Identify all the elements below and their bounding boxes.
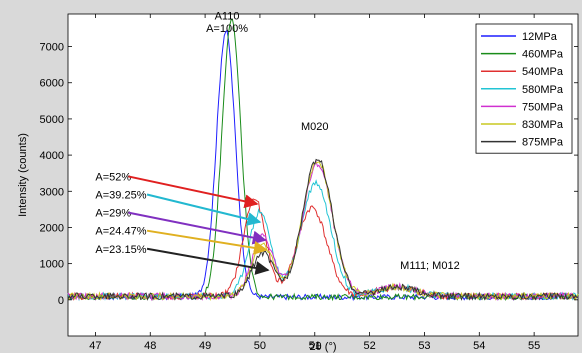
annotation-label: A=29% <box>95 208 131 220</box>
x-tick-label: 52 <box>363 340 375 352</box>
annotation-label: M020 <box>301 121 329 133</box>
legend-entry: 580MPa <box>522 84 564 96</box>
annotation-arrow <box>146 247 270 275</box>
annotation-label: A=23.15% <box>95 244 146 256</box>
y-tick-label: 6000 <box>40 78 64 90</box>
y-tick-label: 1000 <box>40 259 64 271</box>
annotation-label: M111; M012 <box>400 260 460 272</box>
legend: 12MPa 460MPa 540MPa 580MPa 750MPa 830MPa 875MP… <box>475 23 573 154</box>
x-tick-label: 50 <box>254 340 266 352</box>
legend-entry: 540MPa <box>522 66 564 78</box>
annotation-arrow <box>146 229 268 255</box>
x-axis-title: 2θ (°) <box>309 341 336 353</box>
legend-entry: 830MPa <box>522 119 564 131</box>
y-tick-label: 7000 <box>40 42 64 54</box>
y-axis-title: Intensity (counts) <box>17 133 29 217</box>
x-tick-label: 53 <box>418 340 430 352</box>
x-tick-label: 54 <box>473 340 485 352</box>
annotation-label: A=24.47% <box>95 226 146 238</box>
y-tick-label: 3000 <box>40 186 64 198</box>
legend-entry: 750MPa <box>522 101 564 113</box>
annotation-arrow <box>146 193 262 226</box>
x-tick-label: 47 <box>89 340 101 352</box>
annotation-label: A=39.25% <box>95 190 146 202</box>
legend-entry: 12MPa <box>522 31 558 43</box>
series-layer <box>67 19 579 302</box>
annotation-label: A=52% <box>95 171 131 183</box>
x-tick-label: 49 <box>199 340 211 352</box>
annotation-arrow <box>128 175 259 209</box>
annotation-label: A110 <box>215 10 240 22</box>
x-tick-label: 48 <box>144 340 156 352</box>
annotation-arrow <box>128 211 267 245</box>
y-tick-label: 0 <box>58 295 64 307</box>
legend-entry: 875MPa <box>522 137 564 149</box>
annotation-label: A=100% <box>206 23 248 35</box>
axes-layer: 47 48 49 50 51 52 53 54 55 0 1000 2000 3000 4000 5000 6… <box>40 14 578 352</box>
x-tick-label: 55 <box>528 340 540 352</box>
legend-entry: 460MPa <box>522 49 564 61</box>
y-tick-label: 2000 <box>40 222 64 234</box>
y-tick-label: 4000 <box>40 150 64 162</box>
series-line-875MPa <box>67 158 579 301</box>
x-tick-label: 51 <box>309 340 321 352</box>
y-tick-label: 5000 <box>40 114 64 126</box>
